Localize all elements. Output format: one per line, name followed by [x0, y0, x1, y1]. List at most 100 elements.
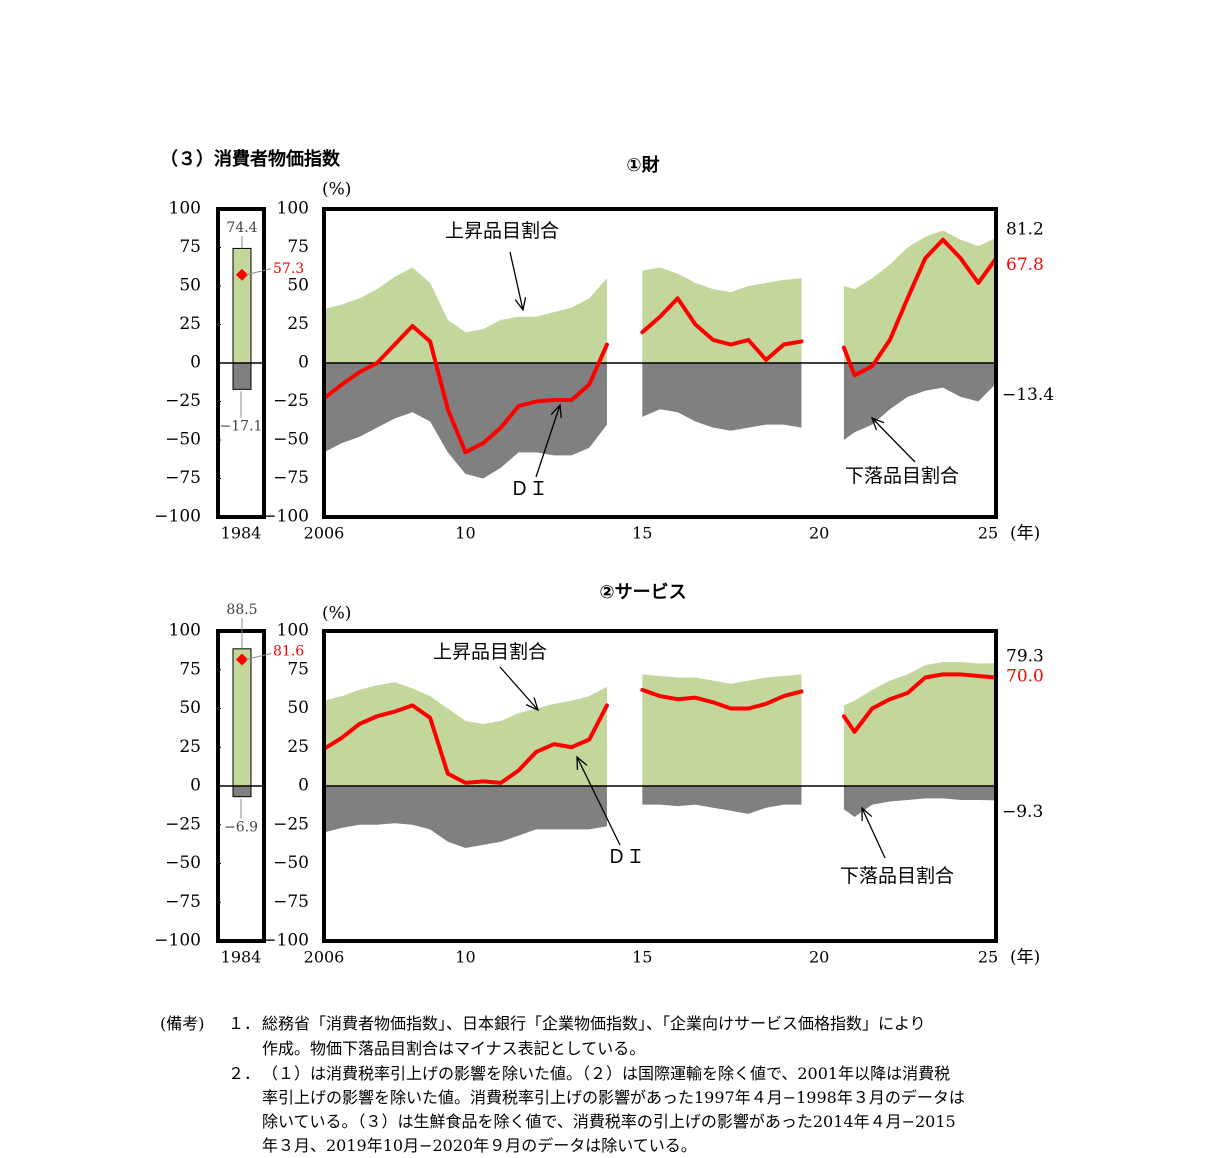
panel-2-bench-y-tick: 50 — [179, 698, 201, 718]
note-2-line-3: 除いている。（３）は生鮮食品を除く値で、消費税率の引上げの影響があった2014年… — [262, 1112, 956, 1131]
panel-1-bench-di-label: 57.3 — [273, 261, 304, 277]
panel-2-di-arrow-head — [576, 755, 588, 771]
panel-1-bench-y-tick: 50 — [179, 276, 201, 296]
panel-2-y-unit: (%) — [322, 604, 351, 624]
panel-1-bench-y-tick: −25 — [165, 391, 201, 411]
panel-2-y-tick: 100 — [277, 621, 309, 641]
panel-2-bench-year: 1984 — [221, 948, 262, 967]
panel-2-bench-y-tick: −25 — [165, 814, 201, 834]
panel-1-di-line-2 — [640, 296, 804, 362]
panel-1-y-tick: −75 — [273, 468, 309, 488]
panel-1-di-annotation: ＤＩ — [510, 478, 548, 500]
panel-2-fall-arrow — [861, 807, 886, 859]
panel-2-x-tick: 10 — [455, 948, 475, 967]
panel-1-bench-y-tick: −75 — [165, 468, 201, 488]
panel-1-bench-rise-label: 74.4 — [226, 220, 257, 236]
panel-1-x-tick: 10 — [455, 524, 475, 543]
panel-1-fall-area-3 — [843, 363, 996, 440]
panel-1-rise-arrow-head — [514, 297, 527, 312]
panel-1-di-arrow-head — [550, 403, 562, 419]
panel-1-title: ①財 — [626, 154, 659, 176]
panel-1-latest-rise-label: 81.2 — [1006, 219, 1044, 239]
panel-1-di-line-1 — [322, 324, 609, 455]
panel-1-bench-fall-bar — [232, 362, 252, 390]
panel-2-y-tick: 75 — [287, 659, 309, 679]
panel-2-fall-area-3 — [843, 786, 996, 817]
panel-2-di-arrow — [576, 756, 621, 846]
panel-1-y-tick: 25 — [287, 314, 309, 334]
panel-1-bench-di-leader — [245, 268, 272, 276]
panel-2-di-line-2 — [640, 687, 804, 711]
panel-2-di-annotation: ＤＩ — [607, 846, 645, 868]
panel-2-fall-annotation: 下落品目割合 — [840, 865, 954, 887]
panel-2-x-unit: (年) — [1010, 948, 1040, 968]
panel-2-y-tick: −25 — [273, 814, 309, 834]
panel-1-rise-area-2 — [642, 267, 802, 363]
panel-2-di-line-1 — [322, 703, 609, 785]
panel-2-bench-y-tick: −75 — [165, 892, 201, 912]
panel-2-bench-rise-bar — [232, 648, 252, 787]
panel-1-bench-y-tick: 100 — [169, 199, 201, 219]
panel-2-fall-area-2 — [642, 786, 802, 814]
panel-1-x-tick: 15 — [632, 524, 652, 543]
panel-1-di-line-3 — [841, 237, 998, 378]
panel-2-y-tick: −75 — [273, 892, 309, 912]
panel-1-y-tick: 100 — [277, 199, 309, 219]
panel-2-rise-arrow-head — [525, 697, 540, 712]
note-2-line-2: 率引上げの影響を除いた値。消費税率引上げの影響があった1997年４月−1998年… — [262, 1088, 965, 1107]
note-2-line-4: 年３月、2019年10月−2020年９月のデータは除いている。 — [262, 1136, 697, 1155]
panel-1-rise-area-1 — [324, 267, 607, 363]
panel-1-x-tick: 25 — [978, 524, 998, 543]
panel-2-bench-di-label: 81.6 — [273, 644, 304, 660]
panel-1-plot-frame — [322, 207, 998, 519]
panel-1-fall-area-2 — [642, 363, 802, 431]
panel-1-fall-arrow — [871, 417, 916, 463]
panel-2-latest-rise-label: 79.3 — [1006, 647, 1044, 667]
note-2-line-1: （１）は消費税率引上げの影響を除いた値。（２）は国際運輸を除く値で、2001年以… — [262, 1064, 951, 1083]
panel-2-bench-frame — [216, 629, 266, 943]
panel-2-rise-area-3 — [843, 662, 996, 786]
panel-1-rise-arrow — [509, 251, 524, 311]
panel-2-bench-y-tick: 0 — [190, 776, 201, 796]
panel-2-x-tick: 2006 — [304, 948, 345, 967]
panel-2-x-tick: 25 — [978, 948, 998, 967]
panel-1-latest-fall-label: −13.4 — [1002, 385, 1054, 405]
panel-1-fall-area-1 — [324, 363, 607, 479]
panel-2-latest-fall-label: −9.3 — [1002, 802, 1043, 822]
note-1-line-2: 作成。物価下落品目割合はマイナス表記としている。 — [262, 1039, 646, 1058]
panel-2-rise-area-2 — [642, 674, 802, 786]
panel-2-y-tick: 50 — [287, 698, 309, 718]
panel-1-rise-annotation: 上昇品目割合 — [445, 220, 559, 242]
panel-2-bench-y-tick: −50 — [165, 853, 201, 873]
panel-1-y-tick: −25 — [273, 391, 309, 411]
panel-2-plot-frame — [322, 629, 998, 943]
panel-1-bench-y-tick: 75 — [179, 237, 201, 257]
panel-1-fall-arrow-head — [870, 416, 885, 431]
panel-1-bench-di-marker — [236, 268, 248, 281]
panel-2-bench-di-marker — [236, 653, 248, 666]
panel-1-bench-year: 1984 — [221, 524, 262, 543]
panel-2-y-tick: −50 — [273, 853, 309, 873]
panel-1-bench-frame — [216, 207, 266, 519]
panel-2-fall-area-1 — [324, 786, 607, 848]
panel-2-bench-di-leader — [245, 653, 272, 661]
panel-1-y-tick: −50 — [273, 430, 309, 450]
panel-1-bench-y-tick: −100 — [154, 507, 201, 527]
panel-2-rise-arrow — [499, 666, 539, 711]
panel-1-bench-y-tick: −50 — [165, 430, 201, 450]
panel-2-di-line-3 — [841, 672, 998, 734]
notes-label: (備考) — [160, 1014, 205, 1033]
panel-2-bench-fall-label: −6.9 — [224, 820, 258, 836]
panel-2-bench-y-tick: 100 — [169, 621, 201, 641]
panel-2-title: ②サービス — [599, 582, 686, 603]
panel-1-bench-fall-label: −17.1 — [220, 418, 263, 434]
panel-2-rise-area-1 — [324, 682, 607, 786]
panel-2-rise-annotation: 上昇品目割合 — [433, 641, 547, 663]
panel-2-bench-y-tick: 75 — [179, 659, 201, 679]
section-title: （３）消費者物価指数 — [160, 148, 341, 170]
panel-1-bench-rise-bar — [232, 247, 252, 364]
panel-1-bench-y-tick: 25 — [179, 314, 201, 334]
panel-1-rise-area-3 — [843, 230, 996, 363]
panel-2-bench-y-tick: −100 — [154, 931, 201, 951]
